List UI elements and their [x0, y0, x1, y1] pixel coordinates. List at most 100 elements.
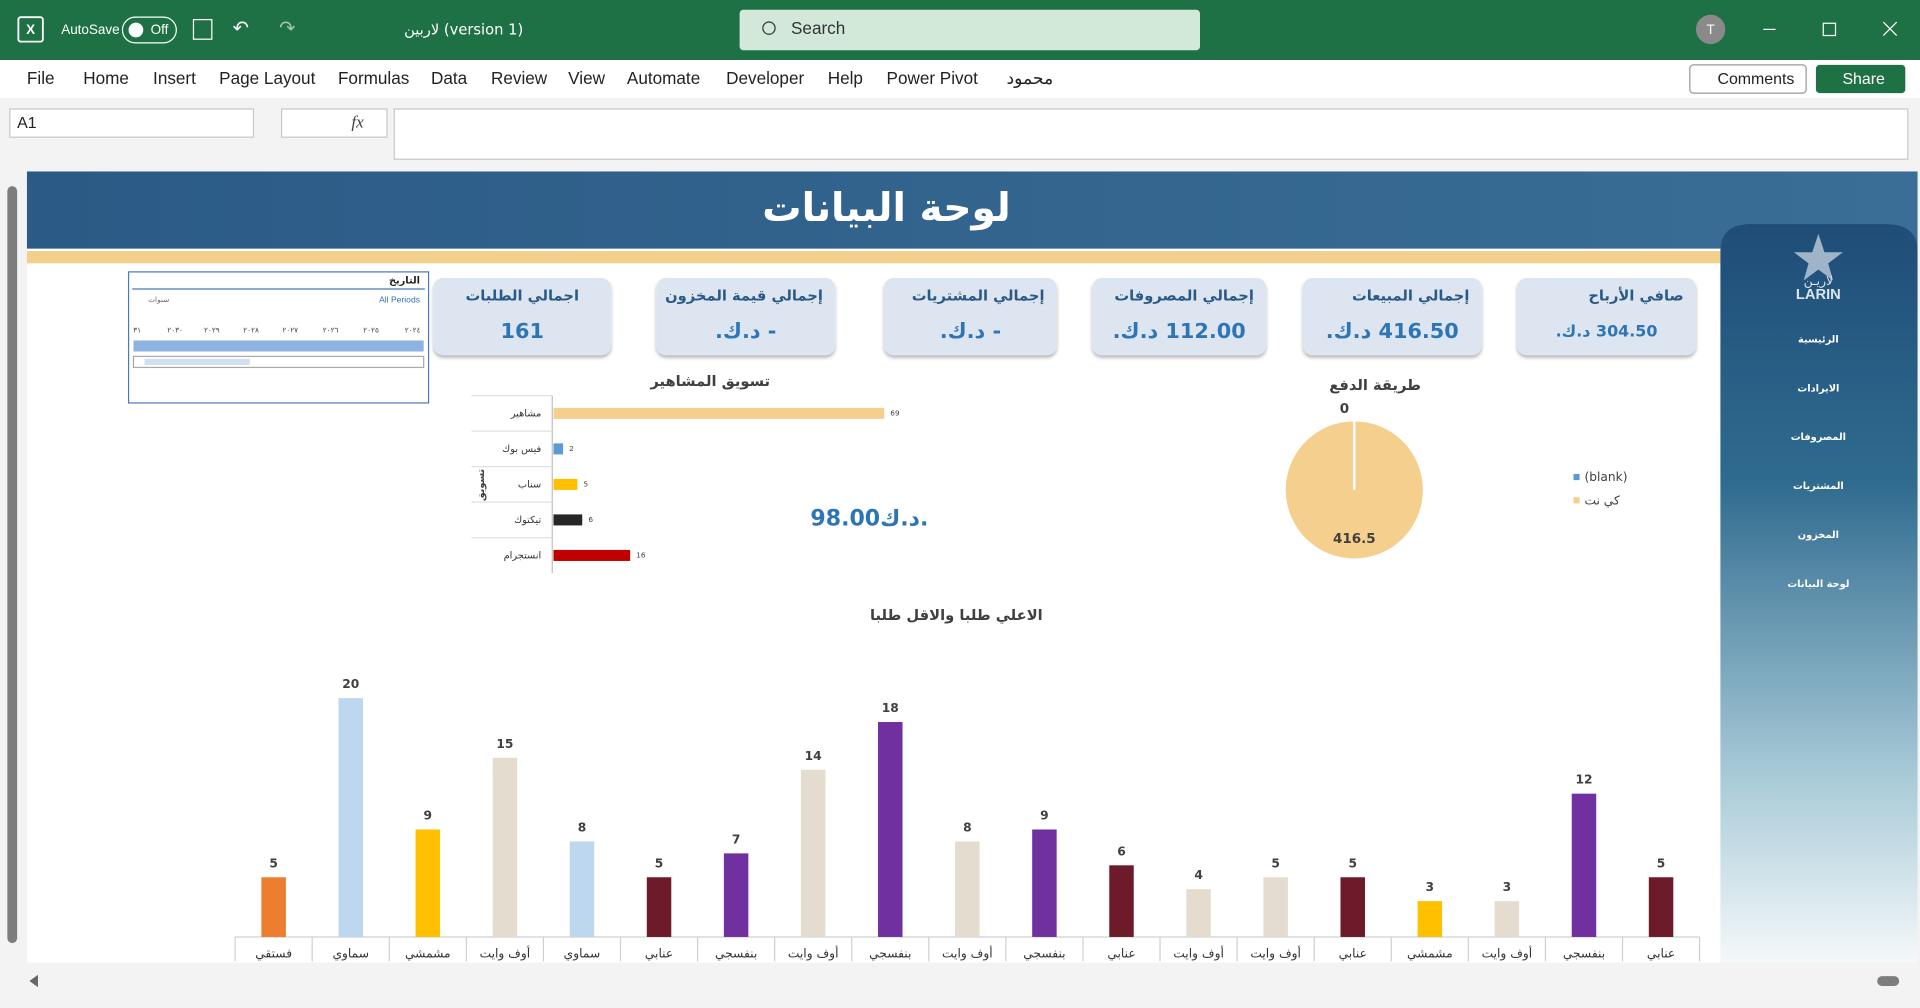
- slicer-selection[interactable]: [133, 340, 424, 352]
- slicer-periods[interactable]: All Periods: [379, 294, 420, 304]
- category-label: سماوي: [564, 947, 601, 962]
- category-label: أوف وايت: [480, 946, 531, 962]
- timeline-slicer[interactable]: [127, 271, 430, 404]
- nav-item[interactable]: المخزون: [1798, 530, 1839, 541]
- share-label: Share: [1842, 71, 1885, 88]
- toggle-state: Off: [151, 22, 169, 37]
- autosave-label: AutoSave: [61, 22, 119, 37]
- bar: [1417, 901, 1443, 937]
- menu-items: File Home Insert Page Layout Formulas Data Rev…: [27, 68, 1053, 88]
- legend-label: كي نت: [1584, 493, 1620, 507]
- legend-label: (blank): [1584, 470, 1627, 484]
- data-label: 8: [578, 820, 587, 834]
- data-label: 3: [1426, 880, 1435, 894]
- bar: [415, 829, 441, 937]
- kpi-value: - د.ك.: [940, 319, 1001, 343]
- search-box[interactable]: [739, 9, 1200, 51]
- data-label: 5: [584, 479, 589, 488]
- fx-button[interactable]: fx: [351, 113, 364, 132]
- menu-item[interactable]: Help: [828, 68, 863, 88]
- category-label: انستجرام: [504, 550, 542, 561]
- undo-button[interactable]: ↶: [233, 18, 249, 40]
- menu-item[interactable]: Power Pivot: [887, 68, 979, 88]
- category-label: بنفسجي: [1023, 947, 1065, 961]
- menu-item[interactable]: محمود: [1007, 68, 1054, 88]
- bottom-bar: [0, 967, 1920, 1008]
- formula-input[interactable]: [393, 108, 1909, 160]
- data-label: 6: [1117, 844, 1126, 858]
- formula-buttons: [281, 108, 388, 138]
- kpi-value: 112.00 د.ك.: [1113, 319, 1246, 343]
- redo-button[interactable]: ↷: [279, 18, 296, 40]
- category-label: سناب: [518, 479, 541, 490]
- bar: [1648, 877, 1674, 937]
- kpi-value: 161: [501, 319, 544, 343]
- menu-item[interactable]: File: [27, 68, 55, 88]
- menu-item[interactable]: Automate: [627, 68, 700, 88]
- slicer-year: ٢٠٢٩: [204, 326, 220, 335]
- autosave-toggle[interactable]: [121, 16, 177, 44]
- close-button[interactable]: [1882, 21, 1898, 36]
- bar: [1340, 877, 1365, 937]
- nav-item[interactable]: الرئيسية: [1798, 334, 1839, 345]
- slicer-year: ٢٠٢٦: [323, 326, 339, 335]
- slicer-year: ٢٠٢٤: [405, 326, 421, 335]
- bar: [723, 853, 749, 937]
- restore-button[interactable]: [1822, 22, 1837, 37]
- horizontal-scroll-thumb[interactable]: [1877, 976, 1900, 986]
- nav-item[interactable]: الايرادات: [1797, 383, 1839, 394]
- kpi-card: [884, 278, 1057, 356]
- menu-item[interactable]: Formulas: [338, 68, 409, 88]
- data-label: 416.5: [1333, 531, 1376, 547]
- menu-item[interactable]: Developer: [726, 68, 804, 88]
- avatar-initial: T: [1706, 22, 1714, 37]
- slicer-year: ٢٠٣٠: [167, 326, 183, 335]
- data-label: 2: [569, 444, 574, 453]
- kpi-card: [433, 278, 612, 356]
- nav-item[interactable]: المشتريات: [1793, 481, 1844, 492]
- kpi-label: إجمالي المشتريات: [912, 287, 1045, 304]
- data-label: 16: [636, 550, 646, 559]
- name-box[interactable]: [9, 108, 255, 138]
- category-label: أوف وايت: [1173, 946, 1224, 962]
- bar: [646, 877, 672, 937]
- save-button[interactable]: [192, 18, 213, 40]
- kpi-card: [1302, 278, 1482, 356]
- menu-item[interactable]: Insert: [153, 68, 196, 88]
- slicer-year: ٢٠٢٥: [363, 326, 379, 335]
- file-name[interactable]: لاربين (version 1): [404, 22, 523, 39]
- menu-item[interactable]: Data: [431, 68, 468, 88]
- slicer-year: ٣١: [133, 326, 141, 335]
- vertical-scrollbar[interactable]: [7, 186, 18, 944]
- menu-item[interactable]: Review: [491, 68, 548, 88]
- menu-item[interactable]: View: [568, 68, 605, 88]
- bar: [1186, 889, 1211, 937]
- share-button[interactable]: [1815, 64, 1906, 94]
- search-placeholder: Search: [791, 18, 845, 38]
- nav-item[interactable]: المصروفات: [1791, 432, 1846, 443]
- scroll-left[interactable]: [29, 974, 38, 988]
- big-value: 98.00د.ك.: [810, 506, 928, 531]
- data-label: 8: [963, 820, 972, 834]
- slicer-year: ٢٠٢٨: [243, 326, 259, 335]
- data-label: 69: [890, 408, 900, 417]
- bar: [800, 769, 826, 937]
- logo-star: [1793, 233, 1843, 281]
- data-label: 14: [805, 749, 822, 763]
- slicer-year: ٢٠٢٧: [282, 326, 298, 335]
- data-label: 9: [1040, 809, 1049, 823]
- search-icon: [762, 21, 776, 35]
- slicer-years: ٢٠٢٤ ٢٠٢٥ ٢٠٢٦ ٢٠٢٧ ٢٠٢٨ ٢٠٢٩ ٢٠٣٠ ٣١: [133, 326, 420, 335]
- slicer-scroll-thumb[interactable]: [144, 358, 250, 365]
- menu-item[interactable]: Page Layout: [219, 68, 315, 88]
- avatar[interactable]: [1695, 14, 1726, 45]
- comments-button[interactable]: [1689, 64, 1807, 94]
- slicer-level[interactable]: سنوات: [148, 295, 169, 304]
- logo-arabic: لاريـن: [1804, 274, 1833, 289]
- comments-label: Comments: [1717, 71, 1794, 88]
- nav-item[interactable]: لوحة البيانات: [1787, 579, 1849, 590]
- category-label: عنابي: [645, 947, 673, 961]
- kpi-card: [1517, 278, 1696, 356]
- slicer-scroll[interactable]: [132, 355, 425, 369]
- menu-item[interactable]: Home: [83, 68, 129, 88]
